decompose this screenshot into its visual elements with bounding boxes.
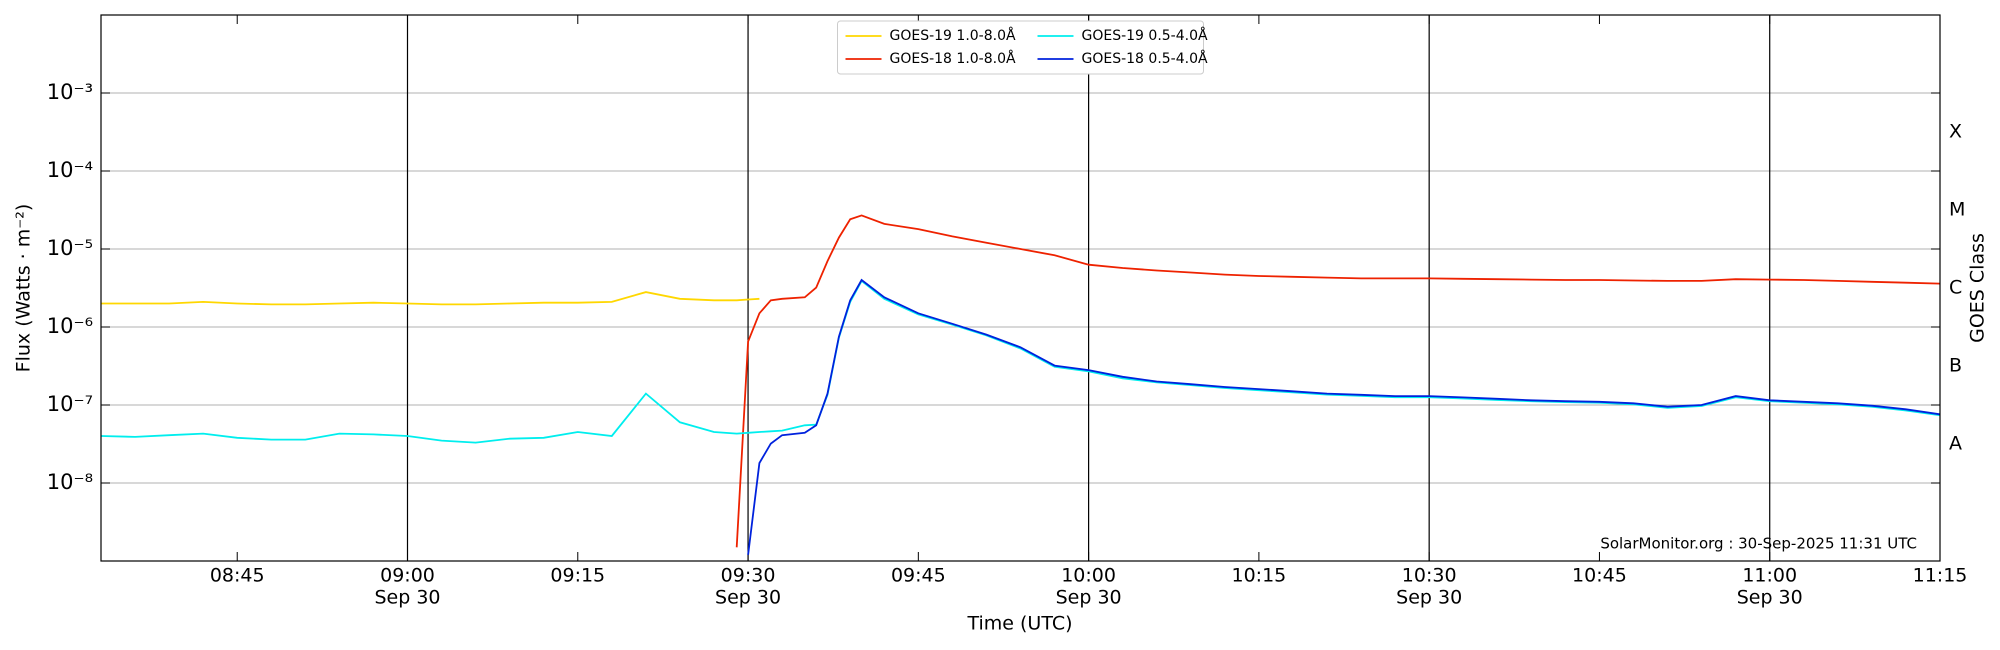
y-tick-label: 10⁻⁴	[47, 158, 93, 182]
y2-tick-label: B	[1949, 355, 1962, 377]
y-tick-label: 10⁻⁷	[47, 392, 93, 416]
x-axis-label: Time (UTC)	[966, 613, 1072, 635]
x-tick-date: Sep 30	[1396, 587, 1462, 609]
y2-tick-label: C	[1949, 277, 1962, 299]
series-line	[101, 291, 760, 306]
x-tick-label: 10:00	[1061, 565, 1116, 587]
x-tick-label: 10:30	[1402, 565, 1457, 587]
y-tick-label: 10⁻⁸	[47, 470, 93, 494]
y-tick-label: 10⁻³	[47, 80, 93, 104]
x-tick-date: Sep 30	[374, 587, 440, 609]
y2-axis-label: GOES Class	[1967, 233, 1989, 343]
y-tick-label: 10⁻⁶	[47, 314, 93, 338]
y2-tick-label: M	[1949, 199, 1965, 221]
x-tick-date: Sep 30	[1737, 587, 1803, 609]
legend-label: GOES-19 1.0-8.0Å	[890, 27, 1016, 44]
x-tick-date: Sep 30	[1056, 587, 1122, 609]
legend-label: GOES-19 0.5-4.0Å	[1082, 27, 1208, 44]
series-line	[735, 214, 1940, 548]
y2-tick-label: X	[1949, 121, 1962, 143]
x-tick-label: 08:45	[210, 565, 265, 587]
series-line	[101, 279, 1940, 444]
x-tick-label: 10:15	[1232, 565, 1287, 587]
x-tick-date: Sep 30	[715, 587, 781, 609]
legend-label: GOES-18 1.0-8.0Å	[890, 50, 1016, 67]
legend-box	[837, 20, 1204, 75]
plot-area	[101, 214, 1940, 555]
plot-frame	[100, 14, 1941, 562]
x-tick-label: 09:45	[891, 565, 946, 587]
y-axis-label: Flux (Watts · m⁻²)	[13, 204, 35, 373]
annotation: SolarMonitor.org : 30-Sep-2025 11:31 UTC	[1600, 535, 1917, 553]
y2-tick-label: A	[1949, 433, 1962, 455]
y-tick-label: 10⁻⁵	[47, 236, 93, 260]
x-tick-label: 10:45	[1572, 565, 1627, 587]
x-tick-label: 11:15	[1913, 565, 1968, 587]
x-tick-label: 09:15	[550, 565, 605, 587]
legend-label: GOES-18 0.5-4.0Å	[1082, 50, 1208, 67]
x-tick-label: 09:30	[721, 565, 776, 587]
x-tick-label: 11:00	[1742, 565, 1797, 587]
x-tick-label: 09:00	[380, 565, 435, 587]
series-line	[747, 278, 1940, 555]
